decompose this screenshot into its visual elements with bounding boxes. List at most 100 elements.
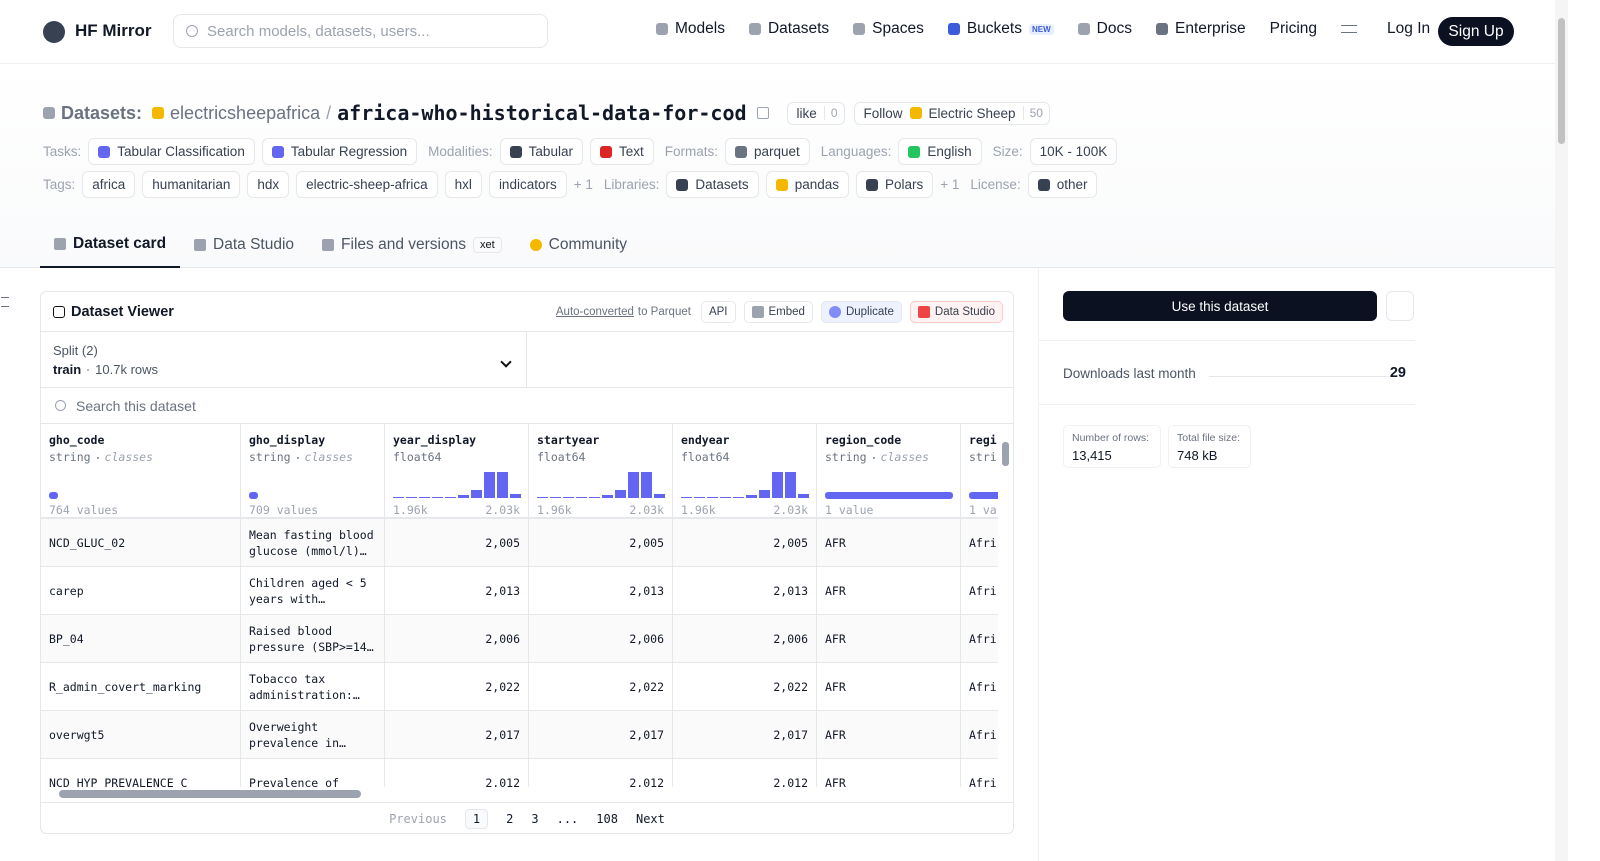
tag-chip[interactable]: Tabular — [499, 138, 583, 165]
icon — [1037, 178, 1050, 191]
tag-chip[interactable]: pandas — [765, 171, 849, 198]
table-cell: 2,013 — [673, 567, 817, 615]
previous[interactable]: Previous — [389, 811, 447, 826]
histogram-bar — [537, 497, 548, 498]
viewer-button[interactable]: Embed — [743, 301, 813, 323]
column-footer: 709 values — [249, 503, 319, 517]
like-button[interactable]: like 0 — [786, 101, 845, 125]
nav-link[interactable]: Docs — [1077, 20, 1132, 38]
tab[interactable]: Community — [516, 221, 641, 268]
split-select[interactable]: Split (2) train 10.7k rows — [41, 332, 527, 388]
page-number[interactable]: 1 — [464, 808, 489, 829]
like-text: like — [796, 105, 817, 121]
tab[interactable]: Data Studio — [180, 221, 308, 268]
prefix: Datasets: — [61, 102, 143, 123]
viewer-button-text: API — [708, 306, 728, 318]
kind-text: classes — [880, 450, 930, 464]
auto-link[interactable]: Auto-converted — [555, 306, 634, 318]
dataset-search[interactable]: Search this dataset — [41, 388, 1013, 424]
more-tags[interactable]: + 1 — [940, 177, 960, 192]
nav-link[interactable]: Models — [656, 20, 725, 38]
histogram-bar — [576, 497, 587, 498]
viewer-button-text: Embed — [768, 306, 805, 318]
more-button[interactable] — [1386, 291, 1414, 321]
more-menu[interactable] — [1341, 25, 1358, 33]
tab[interactable]: Dataset card — [40, 221, 181, 268]
nav-link[interactable]: Pricing — [1270, 20, 1317, 38]
tag-chip[interactable]: English — [898, 138, 982, 165]
column-header: gho_display string classes 709 values — [241, 424, 385, 519]
cell-text: 2,017 — [773, 727, 808, 742]
column-header: gho_code string classes 764 values — [41, 424, 241, 519]
column-header: region_code string classes 1 value — [817, 424, 961, 519]
class-bar — [249, 492, 258, 499]
page-number[interactable]: 108 — [596, 811, 618, 826]
dataset-viewer: Dataset Viewer Auto-converted to Parquet AP… — [40, 291, 1014, 834]
tag-chip[interactable]: electric-sheep-africa — [296, 171, 438, 198]
downloads-value: 29 — [1389, 365, 1406, 381]
login[interactable]: Log In — [1387, 20, 1431, 37]
cell-text: 2,022 — [485, 679, 520, 694]
nav-link[interactable]: Buckets NEW — [947, 20, 1054, 38]
tag-chip[interactable]: 10K - 100K — [1029, 138, 1118, 165]
histogram-bar — [550, 497, 561, 498]
follow-button[interactable]: Follow Electric Sheep 50 — [853, 101, 1050, 125]
viewer-button[interactable]: Data Studio — [909, 301, 1003, 323]
nav-links: Models Datasets Spaces Buckets NEW Docs Enterp… — [656, 20, 1430, 38]
table-cell: Children aged < 5 years with… — [241, 567, 385, 615]
tag-text: hdx — [257, 177, 280, 192]
tag-chip[interactable]: Datasets — [666, 171, 759, 198]
tag-chip[interactable]: Text — [589, 138, 654, 165]
like-count: 0 — [823, 106, 844, 120]
tag-chip[interactable]: humanitarian — [142, 171, 241, 198]
tag-chip[interactable]: parquet — [724, 138, 810, 165]
histogram-bar — [445, 496, 456, 498]
tag-text: Tabular Classification — [117, 144, 245, 159]
nav-link[interactable]: Enterprise — [1155, 20, 1246, 38]
viewer-button[interactable]: Duplicate — [820, 301, 902, 323]
tab[interactable]: Files and versions xet — [308, 221, 516, 268]
tag-chip[interactable]: hxl — [444, 171, 482, 198]
tag-chip[interactable]: indicators — [488, 171, 567, 198]
histogram-bar — [733, 496, 744, 498]
owner[interactable]: electricsheepafrica — [170, 102, 321, 123]
tag-text: indicators — [498, 177, 557, 192]
tag-chip[interactable]: Tabular Regression — [261, 138, 418, 165]
menu-toggle[interactable] — [1, 297, 9, 307]
copy-icon[interactable] — [756, 107, 769, 119]
page-number[interactable]: 3 — [531, 811, 539, 826]
nav-link[interactable]: Spaces — [853, 20, 924, 38]
tab-text: Community — [548, 235, 628, 253]
downloads-line — [1209, 376, 1389, 377]
page-number[interactable]: 2 — [506, 811, 514, 826]
navbar: HF Mirror Search models, datasets, users.… — [0, 0, 1555, 64]
use-dataset-button[interactable]: Use this dataset — [1063, 291, 1377, 321]
viewer-actions: Auto-converted to Parquet API Embed Duplicat… — [556, 301, 1003, 323]
viewer-header: Dataset Viewer Auto-converted to Parquet AP… — [41, 292, 1013, 332]
table-cell: Afri — [961, 759, 998, 788]
tag-chip[interactable]: africa — [82, 171, 136, 198]
next[interactable]: Next — [635, 811, 665, 826]
signup[interactable]: Sign Up — [1438, 17, 1514, 46]
more-tags[interactable]: + 1 — [573, 177, 593, 192]
dot — [872, 456, 875, 459]
search-box[interactable]: Search models, datasets, users... — [173, 14, 548, 48]
tag-chip[interactable]: hdx — [247, 171, 290, 198]
histogram-bar — [471, 490, 482, 498]
table-cell: Tobacco tax administration:… — [241, 663, 385, 711]
table-cell: 2,005 — [529, 519, 673, 567]
cell-text: 2,022 — [773, 679, 808, 694]
dataset-name[interactable]: africa-who-historical-data-for-cod — [337, 101, 747, 125]
column-type: float64 — [537, 450, 664, 464]
cell-text: Children aged < 5 years with… — [249, 575, 367, 606]
tag-chip[interactable]: Tabular Classification — [88, 138, 255, 165]
page-number[interactable]: ... — [556, 811, 579, 826]
table-cell: Afri — [961, 663, 998, 711]
tag-chip[interactable]: other — [1027, 171, 1098, 198]
follow-text: Follow — [863, 105, 903, 121]
tag-chip[interactable]: Polars — [855, 171, 934, 198]
viewer-button[interactable]: API — [700, 301, 736, 323]
nav-link[interactable]: Datasets — [748, 20, 829, 38]
cell-text: 2,017 — [485, 727, 520, 742]
nav-link-text: Enterprise — [1174, 20, 1246, 37]
